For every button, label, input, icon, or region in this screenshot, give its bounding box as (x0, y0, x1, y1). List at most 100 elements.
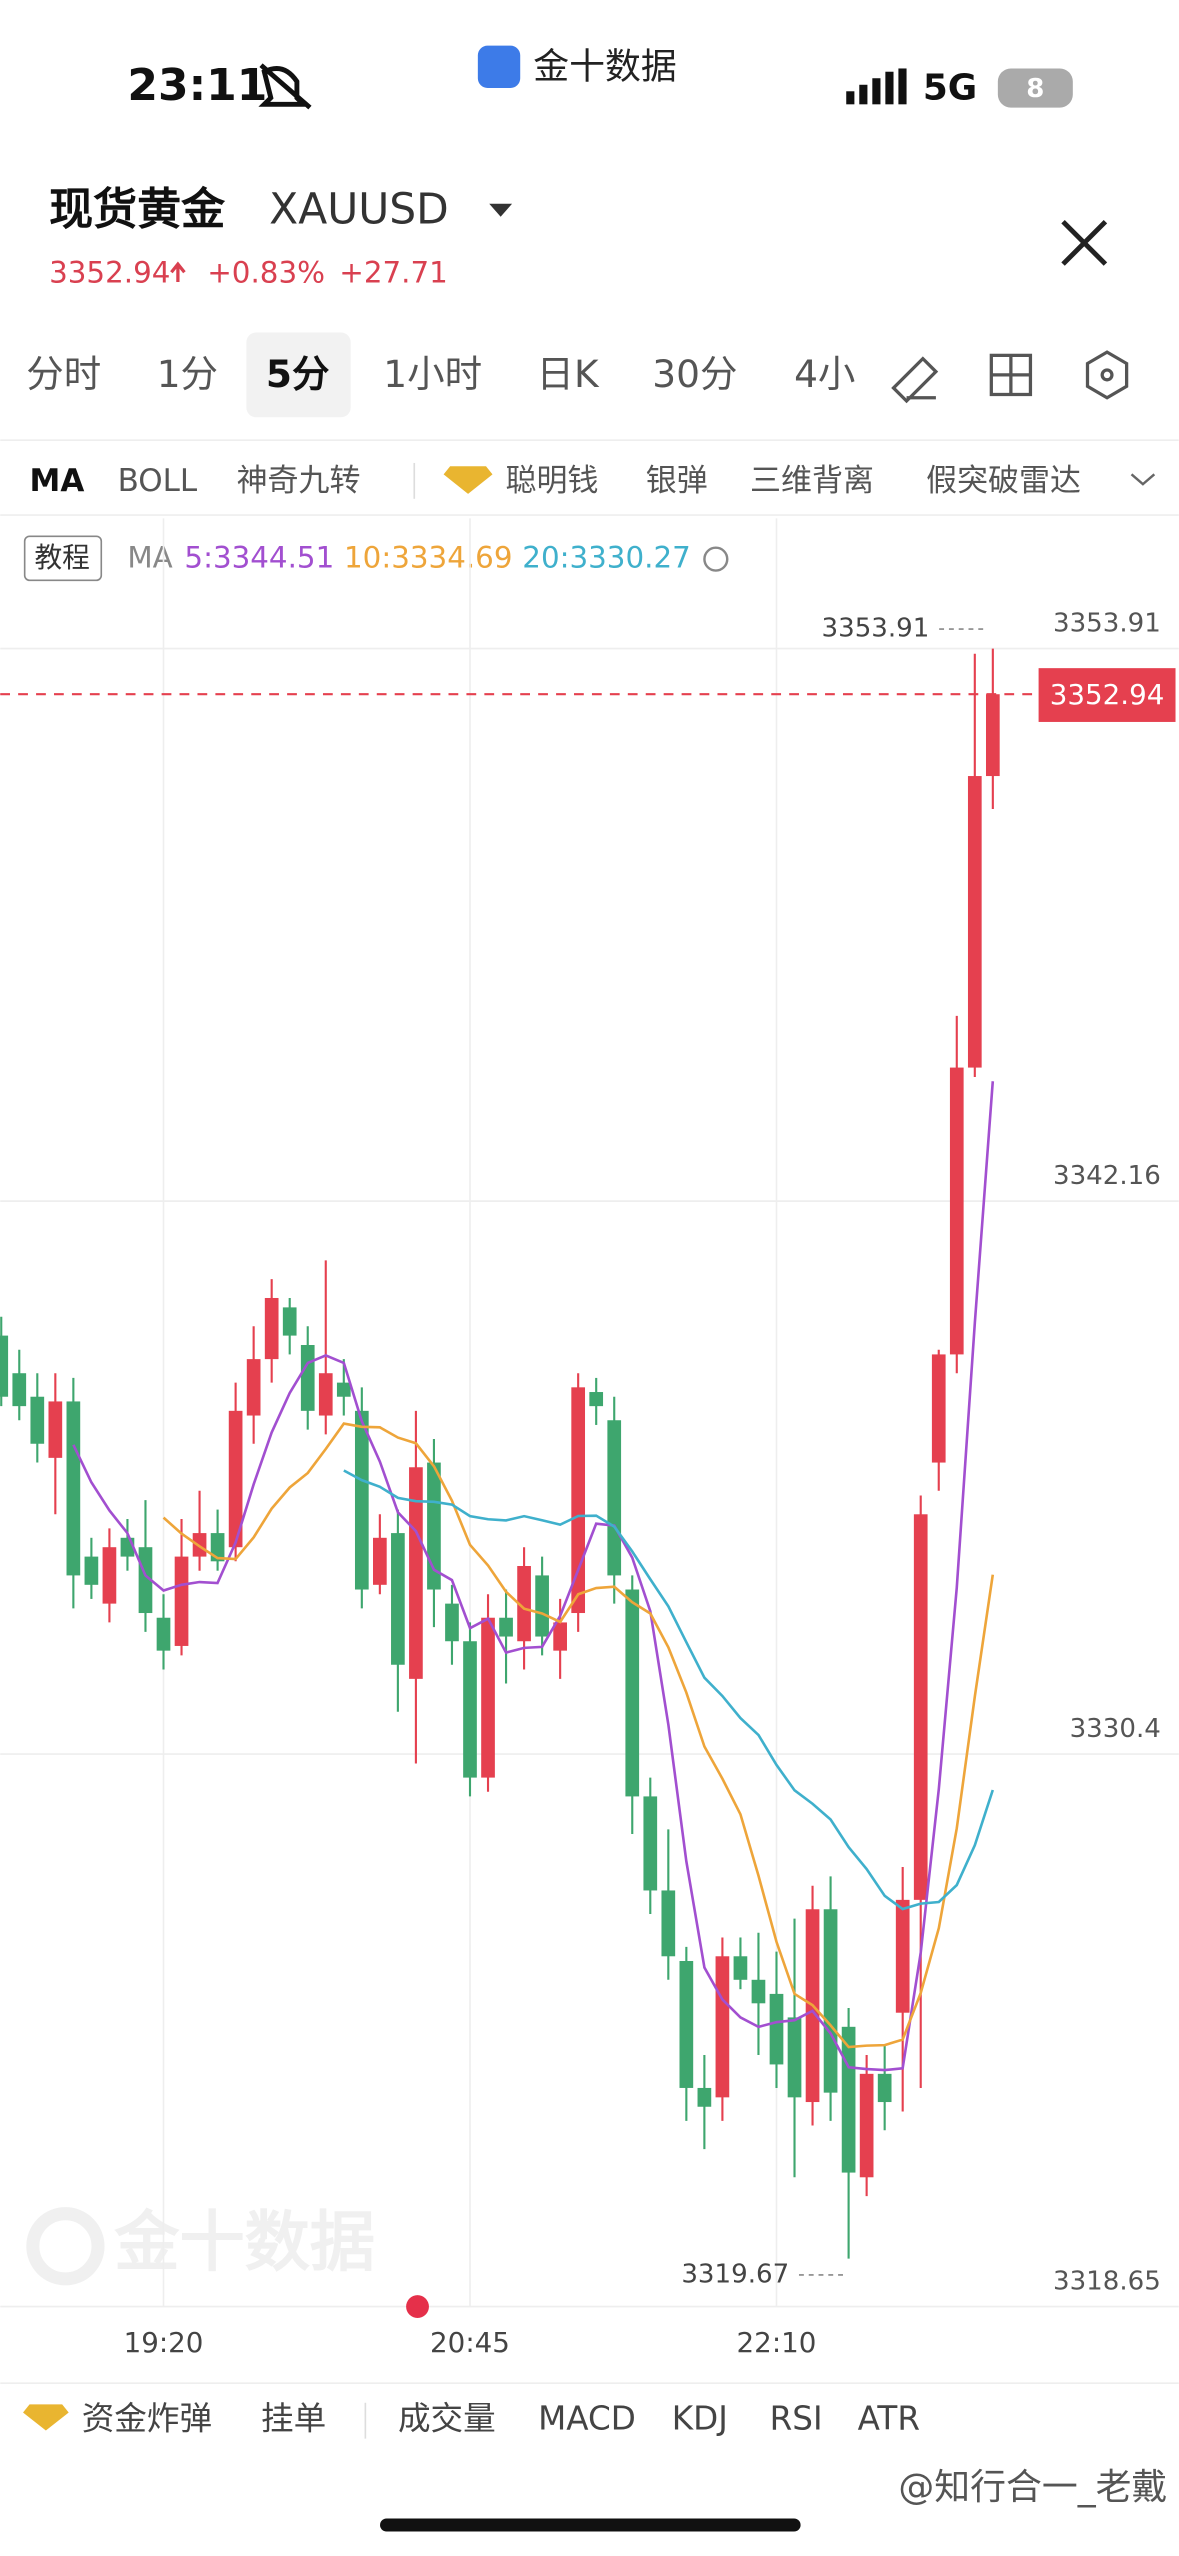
indicator-tab[interactable]: 三维背离 (750, 463, 874, 499)
candle-body (967, 776, 982, 1068)
candle-body (48, 1401, 63, 1458)
y-tick-label: 3330.4 (1070, 1714, 1161, 1744)
last-price-label: 3352.94 (1050, 678, 1165, 711)
candle-body (246, 1359, 261, 1416)
candle-body (715, 1956, 730, 2098)
high-label: 3353.91 (822, 614, 930, 644)
last-price-box (1038, 668, 1176, 722)
y-tick-label: 3342.16 (1053, 1161, 1161, 1191)
bell-icon (258, 63, 312, 110)
ma-legend-value: 10:3334.69 (344, 541, 512, 575)
close-button[interactable] (1061, 219, 1108, 266)
watermark: 金十数据 (113, 2204, 375, 2280)
bottom-tab[interactable]: 成交量 (398, 2400, 496, 2438)
candle-body (210, 1533, 225, 1562)
candle-body (913, 1514, 928, 1900)
candle-body (174, 1556, 189, 1646)
candle-body (300, 1345, 315, 1411)
watermark-logo (26, 2207, 105, 2286)
battery-level: 8 (1026, 74, 1044, 104)
x-tick-label: 20:45 (430, 2326, 510, 2359)
candle-body (679, 1960, 694, 2088)
candle-body (336, 1382, 351, 1397)
bottom-tab[interactable]: RSI (770, 2400, 823, 2438)
tutorial[interactable]: 教程 (34, 541, 89, 574)
candle-body (769, 1993, 784, 2065)
tab[interactable]: 日K (537, 352, 600, 396)
credit: @知行合一_老戴 (898, 2467, 1167, 2508)
signal-icon (846, 68, 907, 105)
bottom-tab[interactable]: 挂单 (261, 2400, 326, 2438)
change-pct: +0.83% (207, 255, 325, 289)
bottom-tab[interactable]: 资金炸弹 (82, 2400, 212, 2438)
tab[interactable]: 1小时 (383, 352, 482, 396)
instrument-title: 现货黄金 (49, 184, 226, 235)
tab[interactable]: 30分 (652, 352, 737, 396)
indicator-tab[interactable]: MA (30, 463, 85, 499)
candle-body (445, 1603, 459, 1642)
candle-body (607, 1420, 622, 1576)
candle-body (661, 1890, 676, 1957)
candle-body (373, 1537, 387, 1585)
tab[interactable]: 1分 (157, 352, 218, 396)
candle-body (553, 1622, 567, 1651)
indicator-tab[interactable]: 假突破雷达 (926, 463, 1081, 499)
indicator-tab[interactable]: 聪明钱 (506, 463, 599, 499)
indicator-tab[interactable]: 神奇九转 (237, 463, 361, 499)
network: 5G (923, 68, 977, 109)
candle-body (30, 1396, 45, 1444)
candle-body (859, 2073, 874, 2178)
battery (997, 68, 1073, 108)
candle-body (697, 2087, 712, 2107)
ma-legend-value: 20:3330.27 (522, 541, 690, 575)
tool-icons[interactable] (891, 350, 1129, 404)
candle-body (409, 1467, 423, 1679)
candle-body (841, 2026, 856, 2173)
premium-icon (23, 2404, 69, 2431)
candle-body (787, 2017, 802, 2098)
x-tick-label: 22:10 (737, 2326, 817, 2359)
price: 3352.94 (49, 255, 170, 289)
expand-icon[interactable] (1130, 473, 1156, 486)
candle-body (463, 1641, 477, 1778)
bottom-tab[interactable]: MACD (538, 2400, 636, 2438)
candle-body (391, 1533, 405, 1665)
settings-icon[interactable] (703, 546, 729, 572)
candle-body (949, 1067, 964, 1355)
tab[interactable]: 分时 (26, 352, 101, 396)
candle-body (282, 1307, 297, 1336)
candle-body (318, 1373, 333, 1416)
candle-body (823, 1909, 838, 2093)
candle-body (985, 694, 1000, 777)
dropdown-icon[interactable] (489, 203, 513, 217)
symbol[interactable]: XAUUSD (269, 184, 449, 233)
candle-body (12, 1373, 27, 1407)
candle-body (733, 1956, 748, 1980)
low-label: 3319.67 (681, 2259, 789, 2289)
candle-body (354, 1410, 369, 1590)
indicator-tab[interactable]: 银弹 (646, 463, 708, 499)
bottom-tab[interactable]: ATR (858, 2400, 920, 2438)
tab[interactable]: 5分 (266, 352, 330, 396)
ma-line (162, 1422, 995, 2049)
candle-body (66, 1401, 81, 1576)
change: +27.71 (339, 255, 448, 289)
candle-body (138, 1547, 153, 1614)
app-name: 金十数据 (533, 46, 676, 87)
tutorial-box[interactable] (23, 535, 103, 582)
app-icon (477, 45, 521, 89)
candle-body (228, 1410, 243, 1548)
candle-body (0, 1335, 9, 1397)
x-tick-label: 19:20 (124, 2326, 204, 2359)
ma-line (343, 1469, 995, 1911)
ma-legend-value: 5:3344.51 (184, 541, 334, 575)
premium-icon (443, 466, 493, 494)
candle-body (535, 1575, 549, 1637)
candle-body (589, 1392, 604, 1407)
candle-body (517, 1566, 531, 1642)
bottom-tab[interactable]: KDJ (672, 2400, 728, 2438)
tab[interactable]: 4小 (794, 352, 855, 396)
candle-body (877, 2073, 892, 2103)
indicator-tab[interactable]: BOLL (118, 463, 198, 499)
event-dot[interactable] (406, 2295, 429, 2319)
